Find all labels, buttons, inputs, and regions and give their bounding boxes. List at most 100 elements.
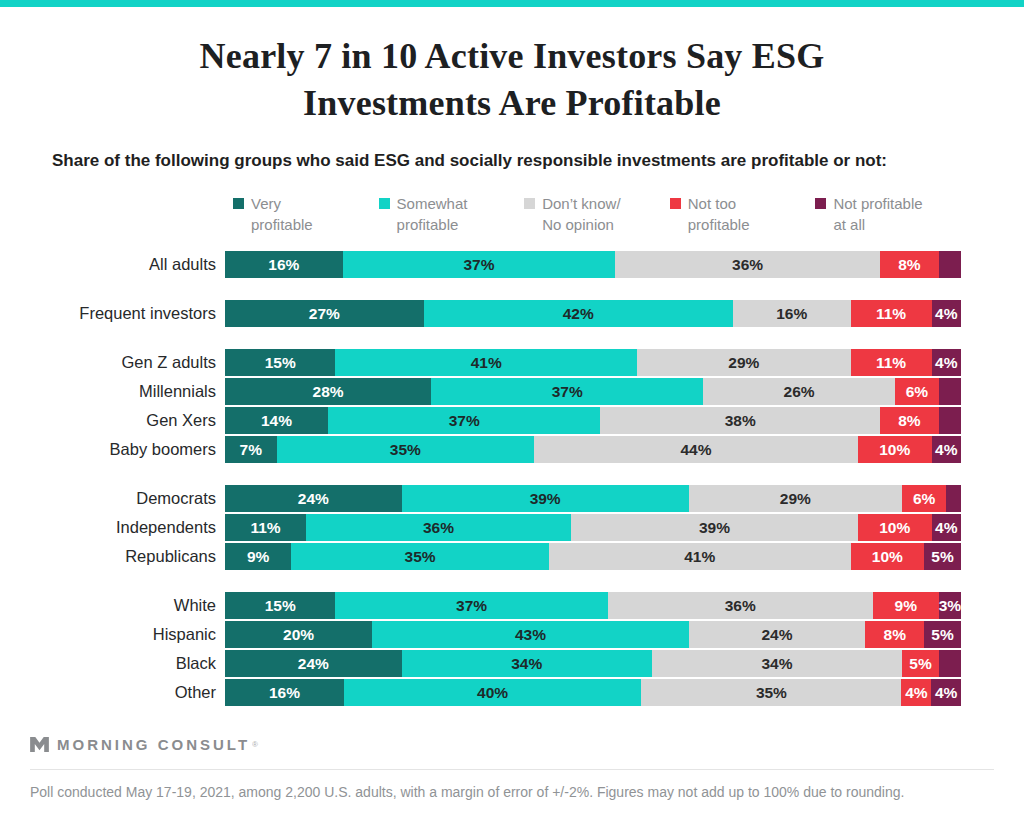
segment-don-t-know-no-opinion: 38%	[600, 407, 880, 434]
segment-not-profitable-at-all	[939, 378, 961, 405]
stacked-bar: 7%35%44%10%4%	[225, 436, 961, 463]
legend-item-not-profitable-at-all: Not profitableat all	[815, 193, 961, 235]
segment-value-label: 39%	[530, 490, 561, 508]
stacked-bar: 11% 36%39%10%4%	[225, 514, 961, 541]
segment-value-label: 41%	[684, 548, 715, 566]
segment-very-profitable: 20%	[225, 621, 372, 648]
segment-value-label: 34%	[511, 655, 542, 673]
footer-divider	[30, 769, 994, 770]
segment-very-profitable: 16%	[225, 679, 344, 706]
bar-row-white: White15%37%36%9%3%	[0, 592, 961, 619]
segment-don-t-know-no-opinion: 36%	[608, 592, 873, 619]
segment-somewhat-profitable: 36%	[306, 514, 571, 541]
bar-group: All adults16%37%36%8%	[0, 251, 961, 278]
legend-item-don-t-know-no-opinion: Don’t know/No opinion	[524, 193, 670, 235]
segment-value-label: 37%	[552, 383, 583, 401]
segment-not-profitable-at-all: 5%	[924, 621, 961, 648]
legend-label: Not tooprofitable	[688, 193, 750, 235]
segment-value-label: 4%	[935, 441, 957, 459]
bar-row-all-adults: All adults16%37%36%8%	[0, 251, 961, 278]
segment-value-label: 4%	[935, 519, 957, 537]
segment-value-label: 37%	[449, 412, 480, 430]
stacked-bar: 27% 42% 16%11%4%	[225, 300, 961, 327]
segment-value-label: 15%	[265, 354, 296, 372]
top-accent-bar	[0, 0, 1024, 7]
trademark-mark: ®	[252, 740, 258, 749]
segment-somewhat-profitable: 34%	[402, 650, 652, 677]
segment-value-label: 10%	[879, 441, 910, 459]
segment-not-profitable-at-all: 4%	[932, 436, 961, 463]
row-label: Frequent investors	[0, 304, 225, 323]
bar-row-republicans: Republicans 9% 35% 41% 10% 5%	[0, 543, 961, 570]
segment-not-profitable-at-all	[946, 485, 961, 512]
segment-somewhat-profitable: 37%	[431, 378, 703, 405]
segment-somewhat-profitable: 37%	[328, 407, 600, 434]
segment-not-too-profitable: 5%	[902, 650, 939, 677]
segment-value-label: 36%	[732, 256, 763, 274]
segment-not-too-profitable: 11%	[851, 300, 932, 327]
segment-somewhat-profitable: 43%	[372, 621, 688, 648]
stacked-bar: 24%34%34%5%	[225, 650, 961, 677]
segment-not-too-profitable: 8%	[880, 251, 939, 278]
segment-value-label: 35%	[405, 548, 436, 566]
segment-not-profitable-at-all: 5%	[924, 543, 961, 570]
stacked-bar-chart: All adults16%37%36%8%Frequent investors2…	[0, 251, 961, 706]
segment-value-label: 9%	[247, 548, 269, 566]
legend-swatch-icon	[815, 198, 826, 209]
legend-swatch-icon	[670, 198, 681, 209]
segment-value-label: 35%	[756, 684, 787, 702]
segment-value-label: 29%	[728, 354, 759, 372]
segment-not-too-profitable: 10%	[858, 514, 932, 541]
segment-value-label: 11%	[250, 519, 280, 537]
segment-somewhat-profitable: 37%	[335, 592, 607, 619]
bar-row-millennials: Millennials28%37%26%6%	[0, 378, 961, 405]
row-label: All adults	[0, 255, 225, 274]
legend-label: Somewhatprofitable	[397, 193, 468, 235]
bar-row-independents: Independents11%36%39%10%4%	[0, 514, 961, 541]
segment-value-label: 4%	[935, 684, 957, 702]
row-label: Other	[0, 683, 225, 702]
segment-very-profitable: 15%	[225, 349, 335, 376]
chart-legend: VeryprofitableSomewhatprofitableDon’t kn…	[233, 193, 961, 235]
segment-value-label: 8%	[898, 412, 920, 430]
segment-value-label: 11%	[876, 354, 906, 372]
segment-not-profitable-at-all	[939, 650, 961, 677]
bar-group: White15%37%36%9%3%Hispanic20%43%24%8%5%B…	[0, 592, 961, 706]
segment-not-too-profitable: 8%	[865, 621, 924, 648]
segment-value-label: 4%	[935, 305, 957, 323]
segment-value-label: 29%	[780, 490, 811, 508]
segment-value-label: 10%	[872, 548, 903, 566]
segment-value-label: 42%	[563, 305, 594, 323]
segment-value-label: 5%	[909, 655, 931, 673]
bar-group: Democrats24%39%29%6%Independents11%36%39…	[0, 485, 961, 570]
segment-not-profitable-at-all	[939, 251, 961, 278]
row-label: Republicans	[0, 547, 225, 566]
segment-value-label: 3%	[939, 597, 961, 615]
row-label: Democrats	[0, 489, 225, 508]
segment-value-label: 6%	[913, 490, 935, 508]
segment-value-label: 43%	[515, 626, 546, 644]
segment-don-t-know-no-opinion: 29%	[637, 349, 850, 376]
segment-not-profitable-at-all: 4%	[932, 514, 961, 541]
segment-value-label: 40%	[477, 684, 508, 702]
segment-not-too-profitable: 11%	[851, 349, 932, 376]
segment-don-t-know-no-opinion: 39%	[571, 514, 858, 541]
legend-item-not-too-profitable: Not tooprofitable	[670, 193, 816, 235]
segment-value-label: 27%	[309, 305, 340, 323]
segment-don-t-know-no-opinion: 16%	[733, 300, 851, 327]
segment-not-profitable-at-all: 4%	[932, 300, 961, 327]
segment-value-label: 38%	[725, 412, 756, 430]
segment-value-label: 28%	[313, 383, 344, 401]
segment-somewhat-profitable: 35%	[291, 543, 549, 570]
bar-row-gen-z-adults: Gen Z adults15%41%29%11%4%	[0, 349, 961, 376]
segment-somewhat-profitable: 40%	[344, 679, 641, 706]
stacked-bar: 20% 43% 24% 8%5%	[225, 621, 961, 648]
segment-value-label: 24%	[761, 626, 792, 644]
row-label: Baby boomers	[0, 440, 225, 459]
bar-row-hispanic: Hispanic20%43%24%8%5%	[0, 621, 961, 648]
segment-value-label: 37%	[456, 597, 487, 615]
segment-not-profitable-at-all: 4%	[931, 679, 961, 706]
segment-not-profitable-at-all: 3%	[939, 592, 961, 619]
stacked-bar: 14%37%38%8%	[225, 407, 961, 434]
segment-value-label: 35%	[390, 441, 421, 459]
